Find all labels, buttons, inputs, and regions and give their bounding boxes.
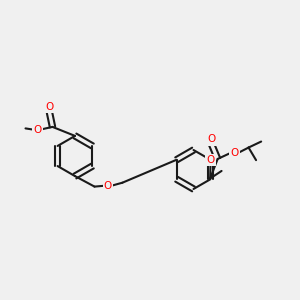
- Text: O: O: [33, 125, 42, 135]
- Text: O: O: [206, 155, 215, 165]
- Text: O: O: [45, 101, 54, 112]
- Text: O: O: [104, 181, 112, 191]
- Text: O: O: [208, 134, 216, 144]
- Text: O: O: [230, 148, 238, 158]
